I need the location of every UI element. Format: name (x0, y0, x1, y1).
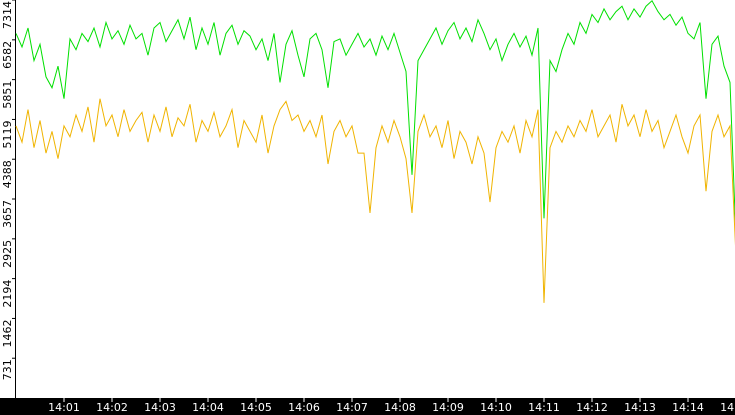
y-tick-label: 3657 (1, 200, 14, 228)
x-tick-label: 14:09 (432, 401, 464, 414)
x-tick-label: 14:07 (336, 401, 368, 414)
y-tick-label: 6582 (1, 41, 14, 69)
x-tick-label: 14:02 (96, 401, 128, 414)
x-tick-label: 14:11 (528, 401, 560, 414)
x-tick-label: 14:10 (480, 401, 512, 414)
x-tick-label: 14:13 (624, 401, 656, 414)
x-tick-label: 14:06 (288, 401, 320, 414)
y-tick-label: 5851 (1, 81, 14, 109)
y-tick-label: 2194 (1, 280, 14, 308)
x-axis-band (0, 398, 735, 415)
series-line (15, 0, 735, 228)
x-tick-label: 14:03 (144, 401, 176, 414)
x-tick-label: 14:15 (720, 401, 735, 414)
x-tick-label: 14:05 (240, 401, 272, 414)
series-line (15, 98, 735, 303)
x-tick-label: 14:12 (576, 401, 608, 414)
x-tick-label: 14:08 (384, 401, 416, 414)
y-tick-label: 5119 (1, 120, 14, 148)
x-tick-label: 14:04 (192, 401, 224, 414)
x-tick-label: 14:01 (48, 401, 80, 414)
y-tick-label: 731 (1, 359, 14, 380)
y-tick-label: 7314 (1, 1, 14, 29)
y-tick-label: 1462 (1, 319, 14, 347)
y-tick-label: 2925 (1, 240, 14, 268)
y-tick-label: 4388 (1, 160, 14, 188)
x-tick-label: 14:14 (672, 401, 704, 414)
